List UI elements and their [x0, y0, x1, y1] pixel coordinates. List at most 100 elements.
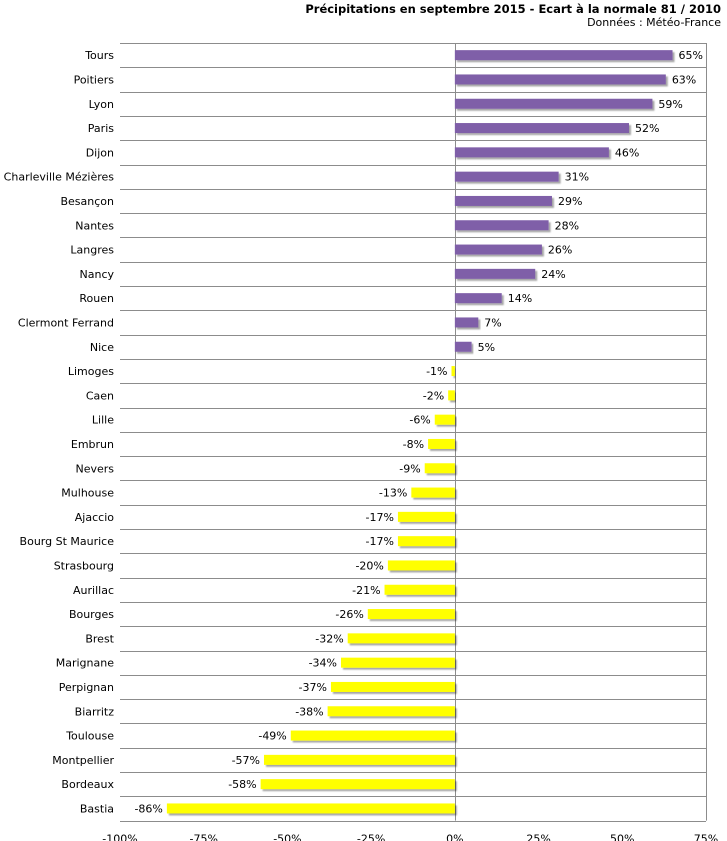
bar [263, 754, 455, 765]
data-label: -57% [232, 754, 260, 767]
category-label: Bourges [69, 608, 114, 621]
x-tick-label: -50% [273, 833, 301, 841]
category-label: Bordeaux [61, 778, 114, 791]
x-axis: -100% -75% -50% -25% 0% 25% 50% 75% [102, 833, 718, 841]
data-label: -8% [403, 438, 424, 451]
bar [454, 341, 472, 352]
bar [454, 195, 552, 206]
data-label: -37% [299, 681, 327, 694]
bar [454, 147, 609, 158]
x-tick-label: -25% [357, 833, 385, 841]
data-label: -20% [355, 559, 383, 572]
bar [434, 414, 455, 425]
category-label: Besançon [60, 195, 114, 208]
category-label: Rouen [79, 292, 114, 305]
data-label: -49% [258, 730, 286, 743]
data-label: -17% [366, 511, 394, 524]
x-tick-label: 50% [610, 833, 634, 841]
bars [166, 50, 673, 814]
bar [454, 171, 559, 182]
data-label: -9% [399, 462, 420, 475]
data-label: -34% [309, 657, 337, 670]
x-tick-label: 25% [526, 833, 550, 841]
data-label: -26% [335, 608, 363, 621]
bar [341, 657, 455, 668]
category-label: Nancy [80, 268, 115, 281]
category-label: Biarritz [75, 705, 115, 718]
grid [120, 43, 707, 822]
labels: Tours 65% Poitiers 63% Lyon 59% Paris 52% Dijon 4… [4, 49, 703, 815]
data-label: -86% [134, 802, 162, 815]
data-label: -2% [423, 389, 444, 402]
category-label: Montpellier [52, 754, 114, 767]
category-label: Clermont Ferrand [18, 316, 114, 329]
data-label: -21% [352, 584, 380, 597]
category-label: Bastia [80, 802, 114, 815]
category-label: Toulouse [65, 730, 114, 743]
data-label: 14% [508, 292, 532, 305]
data-label: 46% [615, 146, 639, 159]
bar [327, 706, 455, 717]
bar [454, 268, 536, 279]
data-label: 29% [558, 195, 582, 208]
bar [454, 220, 549, 231]
category-label: Strasbourg [54, 559, 114, 572]
bar [454, 293, 502, 304]
data-label: 5% [478, 341, 495, 354]
data-label: -13% [379, 487, 407, 500]
bar [428, 438, 455, 449]
chart-subtitle: Données : Météo-France [587, 16, 721, 29]
data-label: -38% [295, 705, 323, 718]
category-label: Paris [88, 122, 114, 135]
data-label: 63% [672, 73, 696, 86]
category-label: Nantes [75, 219, 114, 232]
data-label: 52% [635, 122, 659, 135]
category-label: Aurillac [73, 584, 114, 597]
data-label: 7% [484, 316, 501, 329]
category-label: Ajaccio [75, 511, 114, 524]
bar [454, 317, 479, 328]
bar [448, 390, 455, 401]
x-tick-label: -100% [102, 833, 137, 841]
bar [166, 803, 455, 814]
bar [260, 779, 455, 790]
bar [454, 74, 666, 85]
category-label: Brest [85, 632, 114, 645]
data-label: -17% [366, 535, 394, 548]
category-label: Caen [86, 389, 114, 402]
bar [454, 98, 653, 109]
x-tick-label: -75% [190, 833, 218, 841]
data-label: -6% [409, 414, 430, 427]
category-label: Embrun [71, 438, 114, 451]
bar [367, 609, 455, 620]
bar [384, 584, 455, 595]
category-label: Charleville Mézières [4, 171, 115, 184]
category-label: Mulhouse [61, 487, 114, 500]
data-label: -32% [315, 632, 343, 645]
category-label: Nevers [75, 462, 114, 475]
category-label: Nice [90, 341, 114, 354]
data-label: 59% [658, 98, 682, 111]
bar [454, 244, 542, 255]
bar [397, 511, 455, 522]
data-label: -1% [426, 365, 447, 378]
data-label: 31% [565, 171, 589, 184]
data-label: 28% [555, 219, 579, 232]
bar [290, 730, 455, 741]
category-label: Lyon [89, 98, 114, 111]
bar [387, 560, 455, 571]
bar [451, 366, 455, 377]
category-label: Perpignan [59, 681, 114, 694]
category-label: Marignane [56, 657, 114, 670]
x-tick-label: 75% [694, 833, 718, 841]
data-label: 26% [548, 244, 572, 257]
bar [347, 633, 455, 644]
bar [411, 487, 455, 498]
chart-title: Précipitations en septembre 2015 - Ecart… [305, 2, 721, 16]
category-label: Limoges [68, 365, 114, 378]
bar [397, 536, 455, 547]
category-label: Lille [92, 414, 114, 427]
category-label: Poitiers [74, 73, 115, 86]
bar [424, 463, 455, 474]
